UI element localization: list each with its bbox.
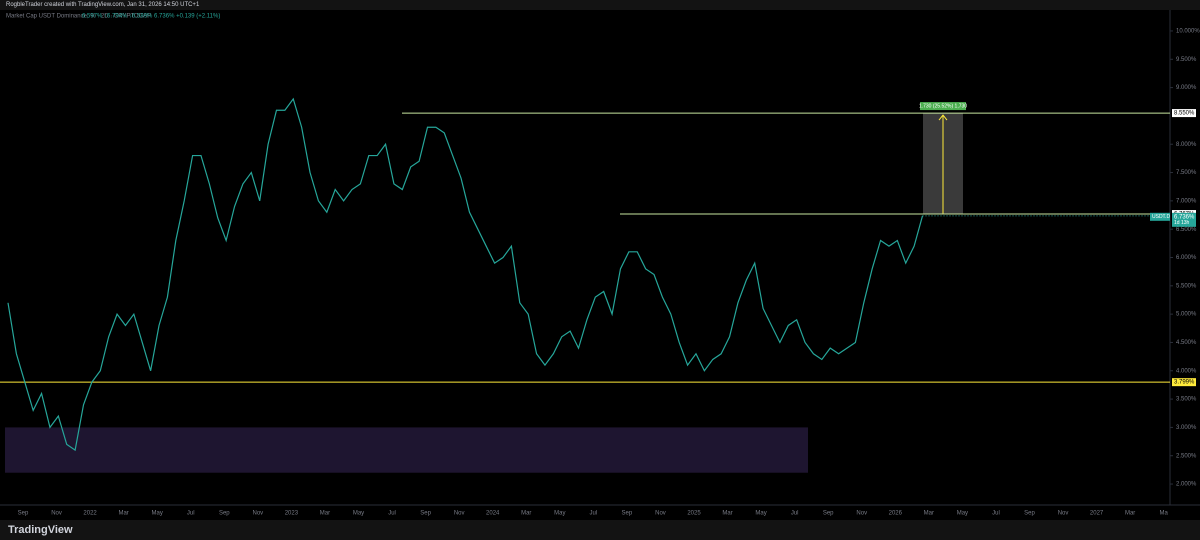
price-tag <box>1172 212 1196 227</box>
x-tick-label: Nov <box>856 511 867 517</box>
x-tick-label: 2027 <box>1090 511 1104 517</box>
x-tick-label: 2023 <box>285 511 299 517</box>
x-tick-label: May <box>957 511 968 517</box>
symbol-tag <box>1150 212 1170 221</box>
y-tick-label: 9.000% <box>1176 85 1197 91</box>
chart: Market Cap USDT Dominance, % · 2D · CRYP… <box>0 10 1200 520</box>
x-tick-label: Sep <box>219 511 230 517</box>
x-tick-label: May <box>152 511 163 517</box>
y-tick-label: 6.000% <box>1176 255 1197 261</box>
y-tick-label: 7.000% <box>1176 198 1197 204</box>
x-tick-label: May <box>755 511 766 517</box>
x-tick-label: Jul <box>992 511 1000 517</box>
x-tick-label: Nov <box>655 511 666 517</box>
y-tick-label: 9.500% <box>1176 57 1197 63</box>
x-tick-label: 2022 <box>83 511 97 517</box>
x-tick-label: Mar <box>118 511 128 517</box>
x-tick-label: 2025 <box>687 511 701 517</box>
x-tick-label: Sep <box>420 511 431 517</box>
y-tick-label: 10.000% <box>1176 29 1200 35</box>
x-tick-label: Mar <box>1125 511 1135 517</box>
level-label: 8.550% <box>1174 111 1195 117</box>
level-label: 3.799% <box>1174 380 1195 386</box>
x-tick-label: May <box>554 511 565 517</box>
y-tick-label: 5.500% <box>1176 283 1197 289</box>
x-tick-label: Jul <box>187 511 195 517</box>
x-tick-label: Mar <box>722 511 732 517</box>
x-tick-label: Sep <box>18 511 29 517</box>
y-tick-label: 2.000% <box>1176 482 1197 488</box>
y-tick-label: 7.500% <box>1176 170 1197 176</box>
zone <box>5 427 808 473</box>
measure-arrowhead <box>938 114 948 121</box>
y-tick-label: 5.000% <box>1176 312 1197 318</box>
x-tick-label: Mar <box>521 511 531 517</box>
y-tick-label: 3.000% <box>1176 425 1197 431</box>
level-tag <box>1172 109 1196 118</box>
price-line <box>7 97 924 452</box>
y-tick-label: 4.500% <box>1176 340 1197 346</box>
x-tick-label: 2024 <box>486 511 500 517</box>
y-tick-label: 6.500% <box>1176 227 1197 233</box>
x-tick-label: Sep <box>1024 511 1035 517</box>
level-tag <box>1172 378 1196 387</box>
countdown: 1d 13h <box>1174 220 1190 226</box>
measure-label-bg <box>920 102 966 111</box>
x-tick-label: May <box>353 511 364 517</box>
price-label: 6.736% <box>1174 214 1195 220</box>
symbol-name: USDT.D <box>1152 214 1170 220</box>
x-tick-label: Jul <box>590 511 598 517</box>
caption: RogbleTrader created with TradingView.co… <box>0 0 1200 10</box>
x-tick-label: Nov <box>51 511 62 517</box>
x-tick-label: 2026 <box>889 511 903 517</box>
x-tick-label: Mar <box>320 511 330 517</box>
y-tick-label: 2.500% <box>1176 453 1197 459</box>
x-tick-label: Nov <box>454 511 465 517</box>
measure-label: 1.730 (25.52%) 1,730 <box>919 103 967 109</box>
x-tick-label: Nov <box>253 511 264 517</box>
x-tick-label: Sep <box>823 511 834 517</box>
brand: TradingView <box>0 520 1200 540</box>
y-tick-label: 4.000% <box>1176 368 1197 374</box>
y-tick-label: 3.500% <box>1176 397 1197 403</box>
symbol-title: Market Cap USDT Dominance, % · 2D · CRYP… <box>6 14 151 20</box>
ohlc: 6.597% ↑6.794% ↓6.589% 6.736% +0.139 (+2… <box>82 14 220 20</box>
x-tick-label: Mar <box>924 511 934 517</box>
price-axis <box>1170 10 1200 520</box>
x-tick-label: Sep <box>622 511 633 517</box>
y-tick-label: 8.000% <box>1176 142 1197 148</box>
x-tick-label: Jul <box>388 511 396 517</box>
x-tick-label: Nov <box>1058 511 1069 517</box>
x-tick-label: Jul <box>791 511 799 517</box>
x-tick-label: Ma <box>1160 511 1169 517</box>
